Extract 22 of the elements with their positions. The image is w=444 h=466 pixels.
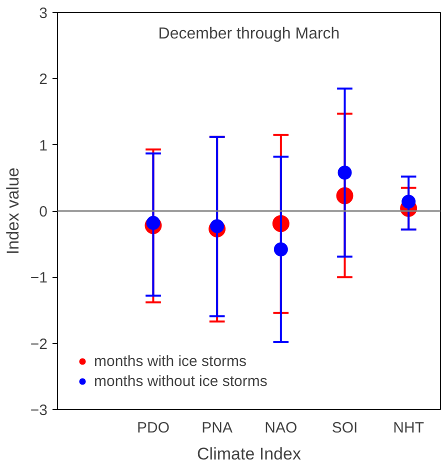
y-tick-label: 2 [39, 71, 48, 88]
y-tick-label: 3 [39, 5, 48, 22]
text: December through March [158, 26, 340, 42]
x-tick-label: PDO [137, 420, 170, 436]
y-tick-label: −2 [30, 336, 48, 353]
point [338, 166, 352, 180]
x-tick-label: NAO [264, 420, 298, 436]
y-tick-label: −1 [30, 270, 48, 287]
y-tick-label: 0 [39, 204, 48, 220]
legend-label: months without ice storms [94, 372, 268, 390]
legend-label: months with ice storms [94, 352, 247, 370]
x-axis-title: Climate Index [197, 444, 302, 464]
x-tick-label: SOI [332, 420, 358, 436]
point [274, 242, 288, 256]
point [146, 216, 160, 230]
x-tick-label: NHT [393, 420, 424, 436]
y-tick-label: −3 [30, 402, 48, 419]
point [210, 219, 224, 234]
x-tick-label: PNA [202, 420, 233, 436]
y-axis-title: Index value [3, 168, 22, 254]
y-tick-label: 1 [39, 137, 48, 154]
point [402, 194, 416, 209]
